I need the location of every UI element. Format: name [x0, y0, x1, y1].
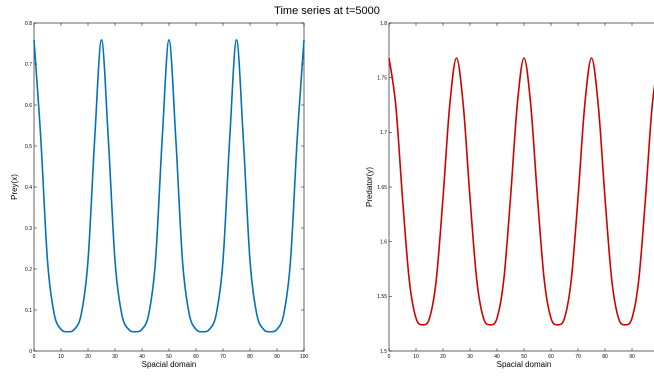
- predator-xtick-label: 30: [467, 354, 473, 360]
- predator-chart: 0 10 20 30 40 50 60 70 80 90 1.5 1.55 1.6 1.65 1.7 1.75…: [365, 21, 654, 369]
- predator-ytick-label: 1.8: [380, 21, 387, 27]
- predator-x-axis-label: Spacial domain: [497, 360, 552, 369]
- predator-xtick-label: 40: [494, 354, 500, 360]
- prey-xtick-label: 90: [274, 354, 280, 360]
- prey-series-line: [33, 39, 305, 333]
- prey-xtick-label: 80: [247, 354, 253, 360]
- predator-xtick-label: 50: [521, 354, 527, 360]
- predator-series-line: [388, 57, 654, 326]
- prey-xtick-label: 0: [33, 354, 36, 360]
- prey-y-axis-label: Prey(x): [10, 174, 19, 200]
- predator-xtick-label: 60: [548, 354, 554, 360]
- predator-xtick-label: 0: [388, 354, 391, 360]
- predator-ytick-label: 1.7: [380, 130, 387, 136]
- prey-ytick-label: 0.4: [25, 185, 32, 191]
- prey-axes-box: [33, 22, 305, 352]
- predator-ytick-label: 1.5: [380, 349, 387, 355]
- prey-ytick-label: 0.2: [25, 267, 32, 273]
- prey-xtick-label: 60: [193, 354, 199, 360]
- predator-ytick-label: 1.65: [377, 185, 387, 191]
- prey-ytick-label: 0.1: [25, 308, 32, 314]
- figure-title: Time series at t=5000: [274, 5, 380, 17]
- prey-xtick-label: 20: [85, 354, 91, 360]
- prey-chart: 0 10 20 30 40 50 60 70 80 90 100 0 0.1 0.2 0.3 0.4 0.5 0.…: [10, 21, 308, 369]
- prey-xtick-label: 40: [139, 354, 145, 360]
- prey-ytick-label: 0.8: [25, 21, 32, 27]
- predator-xtick-label: 70: [575, 354, 581, 360]
- predator-xtick-label: 90: [629, 354, 635, 360]
- prey-ytick-label: 0.3: [25, 226, 32, 232]
- predator-xtick-label: 10: [413, 354, 419, 360]
- predator-ytick-label: 1.75: [377, 75, 387, 81]
- predator-xtick-label: 20: [440, 354, 446, 360]
- prey-ytick-label: 0.6: [25, 103, 32, 109]
- prey-xtick-label: 10: [58, 354, 64, 360]
- prey-ytick-label: 0.7: [25, 62, 32, 68]
- predator-ytick-label: 1.55: [377, 294, 387, 300]
- prey-xtick-label: 50: [166, 354, 172, 360]
- prey-ytick-label: 0.5: [25, 144, 32, 150]
- prey-x-axis-label: Spacial domain: [142, 360, 197, 369]
- prey-ytick-label: 0: [29, 349, 32, 355]
- predator-y-axis-label: Predator(y): [365, 167, 374, 207]
- predator-ytick-label: 1.6: [380, 239, 387, 245]
- predator-xtick-label: 80: [602, 354, 608, 360]
- prey-xtick-label: 70: [220, 354, 226, 360]
- prey-xtick-label: 30: [112, 354, 118, 360]
- prey-xtick-label: 100: [300, 354, 309, 360]
